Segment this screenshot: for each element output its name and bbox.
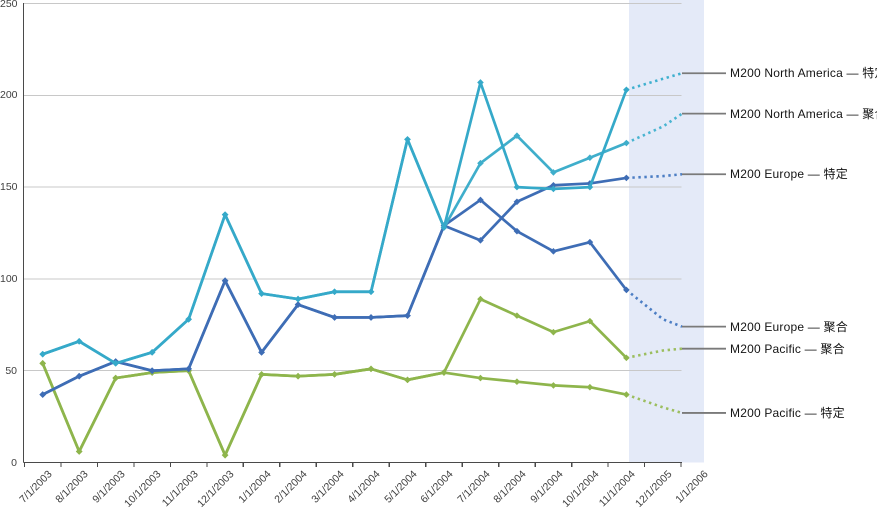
- data-point-marker: [367, 365, 375, 373]
- series-solid-line-2: [42, 176, 627, 396]
- data-point-marker: [185, 315, 192, 323]
- data-point-marker: [39, 391, 46, 398]
- data-point-marker: [623, 139, 630, 147]
- data-point-marker: [112, 360, 119, 367]
- data-point-marker: [586, 238, 594, 246]
- data-point-marker: [513, 132, 521, 139]
- data-point-marker: [550, 382, 557, 389]
- series-solid-line-0: [42, 81, 628, 365]
- data-point-marker: [75, 338, 83, 345]
- data-point-marker: [148, 349, 156, 356]
- data-point-marker: [586, 154, 594, 162]
- data-point-marker: [550, 328, 557, 336]
- data-point-marker: [404, 312, 411, 319]
- data-point-marker: [623, 391, 630, 398]
- data-point-marker: [294, 372, 302, 380]
- data-point-marker: [623, 174, 630, 182]
- data-point-marker: [513, 312, 521, 319]
- data-point-marker: [258, 349, 265, 356]
- y-axis-tick-label: 250: [0, 0, 18, 10]
- data-point-marker: [221, 211, 229, 218]
- data-point-marker: [404, 376, 411, 384]
- series-label-na-specific: M200 North America — 特定: [730, 66, 877, 81]
- data-point-marker: [623, 86, 630, 94]
- y-axis-tick-label: 200: [0, 89, 18, 102]
- y-axis-tick-label: 0: [11, 456, 17, 469]
- series-forecast-dotted-line-1: [625, 112, 683, 145]
- data-point-marker: [550, 248, 557, 255]
- data-point-marker: [477, 295, 484, 303]
- data-point-marker: [75, 448, 83, 455]
- data-point-marker: [586, 317, 594, 325]
- data-point-marker: [404, 136, 411, 143]
- data-point-marker: [513, 227, 521, 235]
- data-point-marker: [331, 371, 338, 378]
- data-point-marker: [367, 314, 375, 321]
- data-point-marker: [477, 159, 484, 167]
- data-point-marker: [586, 183, 594, 191]
- y-axis-tick-label: 100: [0, 272, 18, 285]
- data-point-marker: [513, 378, 521, 386]
- series-label-europe-specific: M200 Europe — 特定: [730, 167, 848, 182]
- series-forecast-dotted-line-3: [625, 288, 683, 328]
- data-point-marker: [331, 314, 338, 321]
- data-point-marker: [258, 290, 265, 297]
- y-axis-tick-label: 150: [0, 180, 18, 193]
- data-point-marker: [221, 277, 229, 285]
- data-point-marker: [75, 372, 83, 380]
- data-point-marker: [39, 350, 46, 358]
- data-point-marker: [550, 181, 557, 189]
- data-point-marker: [185, 365, 192, 373]
- series-label-na-aggregate: M200 North America — 聚合: [730, 106, 877, 121]
- series-forecast-dotted-line-0: [626, 72, 683, 92]
- data-point-marker: [294, 301, 302, 308]
- data-point-marker: [477, 237, 484, 244]
- data-point-marker: [221, 451, 229, 459]
- data-point-marker: [586, 383, 594, 391]
- series-label-pacific-specific: M200 Pacific — 特定: [730, 405, 845, 420]
- series-forecast-dotted-line-2: [626, 172, 683, 180]
- data-point-marker: [623, 286, 630, 294]
- data-point-marker: [550, 185, 557, 193]
- forecast-region: [629, 0, 704, 463]
- data-point-marker: [39, 360, 46, 367]
- data-point-marker: [112, 374, 119, 382]
- data-point-marker: [294, 295, 302, 303]
- data-point-marker: [477, 79, 484, 86]
- series-forecast-dotted-line-5: [625, 393, 683, 415]
- data-point-marker: [550, 169, 557, 176]
- data-point-marker: [440, 369, 448, 376]
- data-point-marker: [623, 354, 630, 362]
- data-point-marker: [367, 288, 375, 296]
- data-point-marker: [477, 196, 484, 204]
- y-axis-tick-label: 50: [5, 364, 17, 377]
- data-point-marker: [331, 288, 338, 296]
- data-point-marker: [513, 183, 521, 191]
- series-label-pacific-aggregate: M200 Pacific — 聚合: [730, 341, 845, 356]
- series-forecast-dotted-line-4: [626, 347, 683, 360]
- series-solid-line-1: [42, 134, 627, 365]
- data-point-marker: [440, 224, 448, 231]
- series-label-europe-aggregate: M200 Europe — 聚合: [730, 319, 848, 334]
- data-point-marker: [148, 367, 156, 374]
- data-point-marker: [477, 374, 484, 382]
- data-point-marker: [258, 371, 265, 378]
- data-point-marker: [513, 198, 521, 206]
